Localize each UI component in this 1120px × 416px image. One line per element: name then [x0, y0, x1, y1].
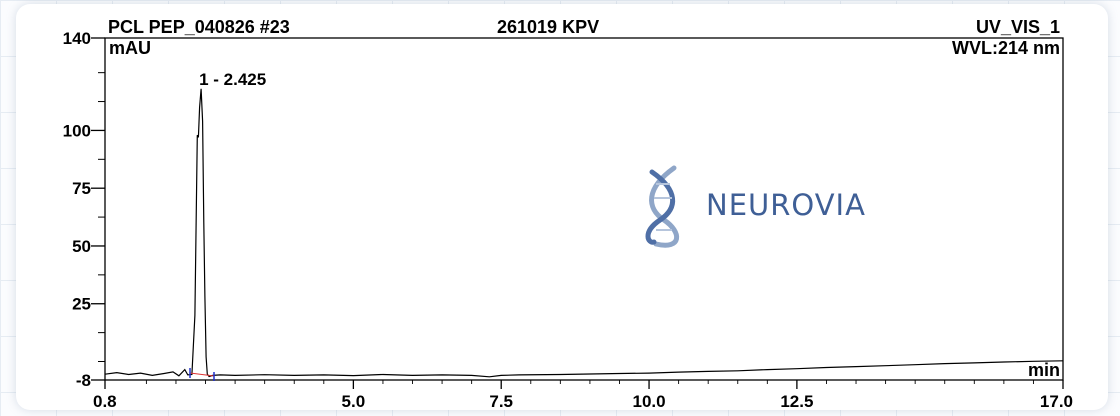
sequence-code: 261019 KPV	[497, 17, 599, 37]
channel-name: UV_VIS_1	[976, 17, 1060, 37]
x-tick-label: 7.5	[489, 392, 513, 411]
x-tick-label: 10.0	[633, 392, 666, 411]
neurovia-watermark: NEUROVIA	[645, 165, 866, 248]
plot-frame	[104, 37, 1064, 381]
chromatogram-trace	[104, 88, 1064, 378]
y-axis-label: mAU	[109, 38, 151, 58]
dna-helix-icon	[645, 165, 680, 248]
sample-name: PCL PEP_040826 #23	[108, 17, 290, 37]
y-tick-label: -8	[76, 371, 91, 390]
x-tick-label: 0.8	[93, 392, 117, 411]
x-axis: 0.8 5.0 7.5 10.0 12.5 17.0	[93, 380, 1073, 411]
peak-label: 1 - 2.425	[199, 70, 266, 89]
x-tick-label: 5.0	[342, 392, 366, 411]
x-tick-label: 17.0	[1040, 392, 1073, 411]
y-tick-label: 50	[72, 237, 91, 256]
x-tick-label: 12.5	[780, 392, 813, 411]
brand-name: NEUROVIA	[706, 188, 866, 222]
x-axis-label: min	[1028, 360, 1060, 380]
y-tick-label: 25	[72, 295, 91, 314]
y-tick-label: 75	[72, 179, 91, 198]
wavelength-label: WVL:214 nm	[952, 38, 1060, 58]
y-tick-label: 140	[63, 29, 91, 48]
y-axis: -8 25 50 75 100 140	[63, 29, 105, 390]
y-tick-label: 100	[63, 121, 91, 140]
integration-baseline	[189, 372, 215, 377]
chromatogram-card	[16, 4, 1108, 410]
